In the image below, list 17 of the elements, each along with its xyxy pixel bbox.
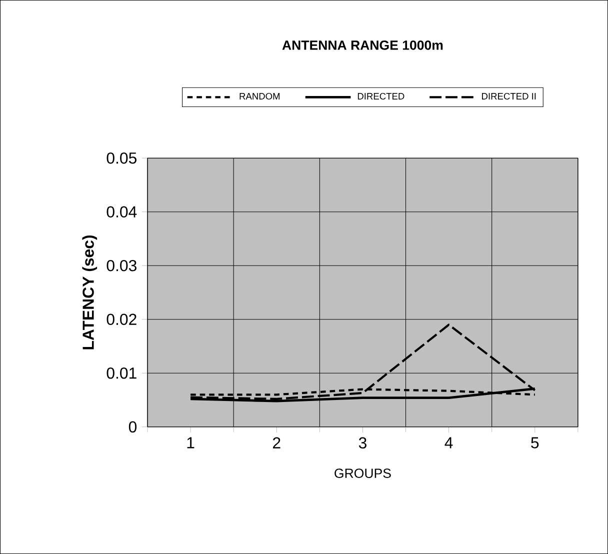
x-tick-label: 2 xyxy=(272,437,280,448)
y-axis-title: LATENCY (sec) xyxy=(82,235,98,350)
chart-title: ANTENNA RANGE 1000m xyxy=(282,40,443,50)
y-tick-label: 0.03 xyxy=(106,260,136,272)
y-tick-label: 0.05 xyxy=(106,152,136,164)
x-tick-label: 5 xyxy=(531,437,539,448)
x-axis-title: GROUPS xyxy=(334,468,391,478)
x-tick-label: 3 xyxy=(358,437,366,449)
y-tick-label: 0 xyxy=(128,421,137,433)
legend-label: RANDOM xyxy=(240,92,280,100)
x-tick-label: 4 xyxy=(444,437,453,448)
y-tick-label: 0.01 xyxy=(106,368,136,379)
legend-label: DIRECTED II xyxy=(482,92,536,100)
y-tick-label: 0.02 xyxy=(106,314,136,325)
x-tick-label: 1 xyxy=(187,437,194,448)
legend-label: DIRECTED xyxy=(358,92,404,100)
y-tick-label: 0.04 xyxy=(106,206,137,218)
